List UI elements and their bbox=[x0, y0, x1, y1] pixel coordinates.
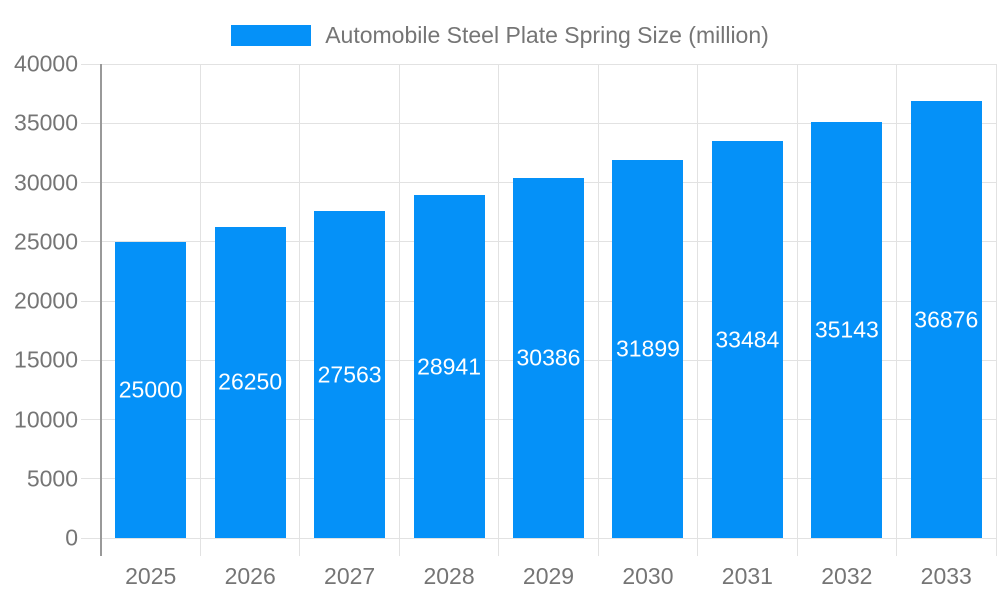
bar-value-label: 26250 bbox=[218, 368, 283, 395]
bar-value-label: 31899 bbox=[615, 335, 680, 362]
y-axis-tick bbox=[81, 241, 101, 243]
x-axis-tick bbox=[697, 538, 699, 556]
x-axis-tick-label: 2033 bbox=[920, 563, 972, 589]
bar-2025[interactable]: 25000 bbox=[115, 241, 187, 538]
x-axis-tick-label: 2025 bbox=[125, 563, 177, 589]
x-axis-tick bbox=[896, 538, 898, 556]
x-axis-tick bbox=[498, 538, 500, 556]
bar-2030[interactable]: 31899 bbox=[612, 160, 684, 538]
bar-value-label: 25000 bbox=[118, 376, 183, 403]
y-axis-tick bbox=[81, 478, 101, 480]
y-axis-tick bbox=[81, 63, 101, 65]
bar-value-label: 28941 bbox=[417, 353, 482, 380]
bar-value-label: 27563 bbox=[317, 361, 382, 388]
y-axis-tick-label: 25000 bbox=[14, 228, 78, 255]
bar-value-label: 35143 bbox=[814, 316, 879, 343]
y-axis-line bbox=[100, 64, 102, 556]
gridline-vertical bbox=[597, 64, 599, 538]
x-axis-tick-label: 2032 bbox=[821, 563, 873, 589]
chart-legend: Automobile Steel Plate Spring Size (mill… bbox=[0, 22, 1000, 49]
x-axis-tick-label: 2029 bbox=[522, 563, 575, 589]
y-axis-tick bbox=[81, 122, 101, 124]
x-axis-tick bbox=[199, 538, 201, 556]
x-axis-tick bbox=[597, 538, 599, 556]
gridline-vertical bbox=[398, 64, 400, 538]
bar-value-label: 36876 bbox=[914, 306, 979, 333]
bar-2028[interactable]: 28941 bbox=[413, 195, 485, 538]
x-axis-tick bbox=[299, 538, 301, 556]
gridline-vertical bbox=[498, 64, 500, 538]
bar-value-label: 30386 bbox=[516, 344, 581, 371]
gridline-vertical bbox=[299, 64, 301, 538]
bar-2029[interactable]: 30386 bbox=[513, 177, 584, 538]
y-axis-tick-label: 10000 bbox=[14, 406, 78, 432]
y-axis-tick bbox=[81, 537, 101, 539]
y-axis-tick bbox=[81, 419, 101, 420]
x-axis-tick bbox=[398, 538, 400, 556]
y-axis-labels: 0 5000 10000 15000 20000 25000 30000 35000 40000 bbox=[0, 51, 78, 551]
x-axis-tick-label: 2026 bbox=[224, 563, 276, 589]
bar-2032[interactable]: 35143 bbox=[811, 121, 883, 538]
gridline-vertical bbox=[995, 64, 997, 538]
x-axis-tick-label: 2030 bbox=[622, 563, 674, 589]
y-axis-tick bbox=[81, 300, 101, 302]
y-axis-tick-label: 15000 bbox=[14, 346, 78, 373]
y-axis-tick-label: 40000 bbox=[14, 50, 78, 77]
bar-value-label: 33484 bbox=[715, 326, 780, 353]
gridline-horizontal bbox=[101, 122, 996, 124]
gridline-horizontal bbox=[101, 63, 996, 65]
x-axis-tick-label: 2027 bbox=[324, 563, 376, 589]
y-axis-tick-label: 5000 bbox=[26, 465, 78, 492]
y-axis-tick-label: 35000 bbox=[14, 109, 78, 136]
gridline-horizontal bbox=[101, 537, 996, 539]
y-axis-tick bbox=[81, 182, 101, 183]
y-axis-tick-label: 20000 bbox=[14, 287, 78, 314]
y-axis-tick-label: 30000 bbox=[14, 169, 78, 195]
x-axis-tick bbox=[995, 538, 997, 556]
y-axis-tick-label: 0 bbox=[65, 524, 78, 551]
plot-area: 25000 26250 27563 28941 30386 31899 33484 35143… bbox=[81, 63, 997, 556]
y-axis-tick bbox=[81, 359, 101, 361]
gridline-vertical bbox=[697, 64, 699, 538]
gridline-vertical bbox=[796, 64, 798, 538]
x-axis-tick bbox=[796, 538, 798, 556]
bar-2031[interactable]: 33484 bbox=[711, 141, 783, 538]
legend-label: Automobile Steel Plate Spring Size (mill… bbox=[325, 22, 769, 48]
legend-item[interactable]: Automobile Steel Plate Spring Size (mill… bbox=[231, 22, 769, 49]
bar-2026[interactable]: 26250 bbox=[214, 226, 286, 538]
bar-2027[interactable]: 27563 bbox=[314, 211, 386, 538]
x-axis-tick-label: 2031 bbox=[721, 563, 773, 589]
gridline-vertical bbox=[199, 64, 201, 538]
x-axis-labels: 2025 2026 2027 2028 2029 2030 2031 2032 2033 bbox=[101, 561, 996, 593]
bar-2033[interactable]: 36876 bbox=[910, 101, 982, 538]
x-axis-tick-label: 2028 bbox=[423, 563, 475, 589]
gridline-vertical bbox=[896, 64, 898, 538]
legend-swatch bbox=[231, 25, 312, 46]
